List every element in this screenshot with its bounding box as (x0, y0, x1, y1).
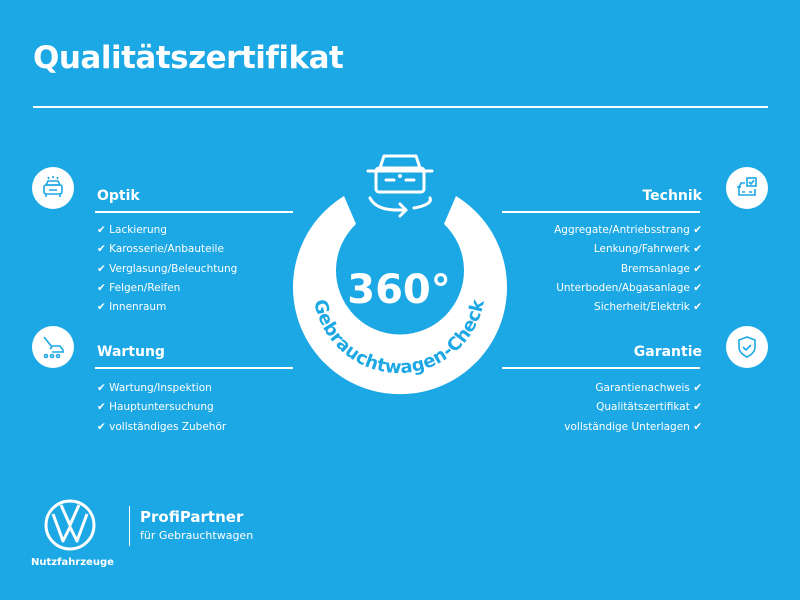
car-front-icon (32, 167, 74, 209)
section-heading-garantie: Garantie (633, 344, 702, 360)
optik-list: ✔ Lackierung ✔ Karosserie/Anbauteile ✔ V… (97, 221, 237, 317)
page-title: Qualitätszertifikat (33, 40, 344, 76)
section-divider (95, 367, 293, 369)
list-item: Unterboden/Abgasanlage ✔ (556, 281, 702, 294)
list-item: vollständige Unterlagen ✔ (564, 420, 702, 433)
list-item: Bremsanlage ✔ (620, 262, 702, 275)
garantie-list: Garantienachweis ✔ Qualitätszertifikat ✔… (564, 379, 702, 437)
list-item: ✔ Lackierung (97, 224, 167, 236)
list-item: ✔ Hauptuntersuchung (97, 401, 214, 414)
vw-logo (44, 499, 96, 551)
section-divider (502, 367, 700, 369)
list-item: ✔ vollständiges Zubehör (97, 420, 227, 433)
section-heading-technik: Technik (642, 188, 702, 204)
section-heading-optik: Optik (97, 188, 140, 204)
title-divider (33, 106, 768, 108)
list-item: ✔ Innenraum (97, 301, 167, 314)
list-item: ✔ Verglasung/Beleuchtung (97, 262, 238, 275)
list-item: ✔ Felgen/Reifen (97, 281, 181, 294)
brand-label: Nutzfahrzeuge (31, 557, 114, 568)
shield-check-icon (726, 326, 768, 368)
car-rotate-icon (366, 154, 434, 218)
check-360-badge: 360° Gebrauchtwagen-Check (293, 154, 507, 395)
footer-divider (129, 506, 130, 546)
list-item: Lenkung/Fahrwerk ✔ (593, 243, 702, 256)
list-item: Aggregate/Antriebsstrang ✔ (554, 224, 702, 236)
service-tools-icon (32, 326, 74, 368)
section-divider (95, 211, 293, 213)
section-divider (502, 211, 700, 213)
degrees-label: 360° (347, 267, 451, 313)
technik-list: Aggregate/Antriebsstrang ✔ Lenkung/Fahrw… (554, 221, 702, 317)
list-item: ✔ Karosserie/Anbauteile (97, 243, 224, 256)
list-item: Sicherheit/Elektrik ✔ (594, 301, 702, 314)
section-heading-wartung: Wartung (97, 344, 165, 360)
partner-subtitle: für Gebrauchtwagen (140, 529, 254, 542)
car-checklist-icon (726, 167, 768, 209)
wartung-list: ✔ Wartung/Inspektion ✔ Hauptuntersuchung… (97, 379, 226, 437)
ring-shape (293, 196, 507, 395)
partner-title: ProfiPartner (140, 508, 244, 526)
list-item: Qualitätszertifikat ✔ (596, 401, 702, 414)
list-item: Garantienachweis ✔ (595, 382, 702, 394)
list-item: ✔ Wartung/Inspektion (97, 382, 212, 394)
